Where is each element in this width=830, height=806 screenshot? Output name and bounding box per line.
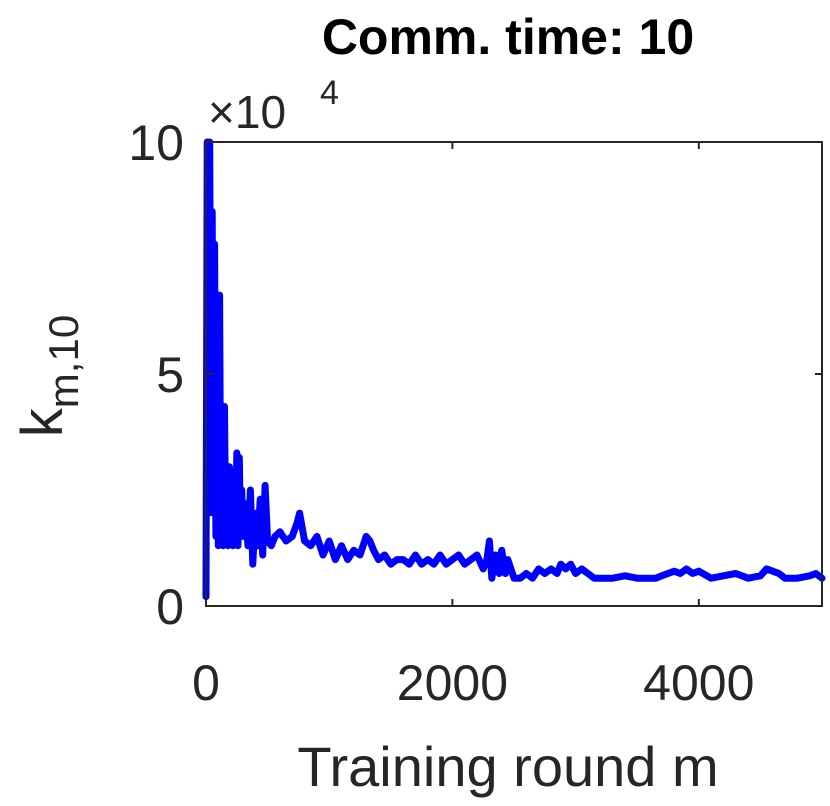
x-tick-label: 0 <box>192 655 220 711</box>
plot-area <box>202 138 826 601</box>
y-tick-label: 10 <box>128 115 184 171</box>
x-tick-labels: 0 2000 4000 <box>192 655 754 711</box>
axes-box <box>205 141 823 607</box>
y-axis-label-sub: m,10 <box>40 315 87 408</box>
x-axis-label: Training round m <box>297 735 718 798</box>
y-tick-labels: 0 5 10 <box>128 115 184 635</box>
y-axis-label-main: k <box>10 407 75 437</box>
y-multiplier-base: ×10 <box>208 86 286 138</box>
x-tick-label: 2000 <box>397 655 508 711</box>
series-line-0 <box>202 138 826 601</box>
y-multiplier-exponent: 4 <box>320 74 339 112</box>
y-tick-label: 0 <box>156 579 184 635</box>
chart-title: Comm. time: 10 <box>322 9 694 65</box>
y-tick-label: 5 <box>156 347 184 403</box>
x-tick-label: 4000 <box>643 655 754 711</box>
axes <box>205 141 823 607</box>
y-multiplier: ×10 4 <box>208 74 339 138</box>
y-axis-label: km,10 <box>10 315 87 437</box>
